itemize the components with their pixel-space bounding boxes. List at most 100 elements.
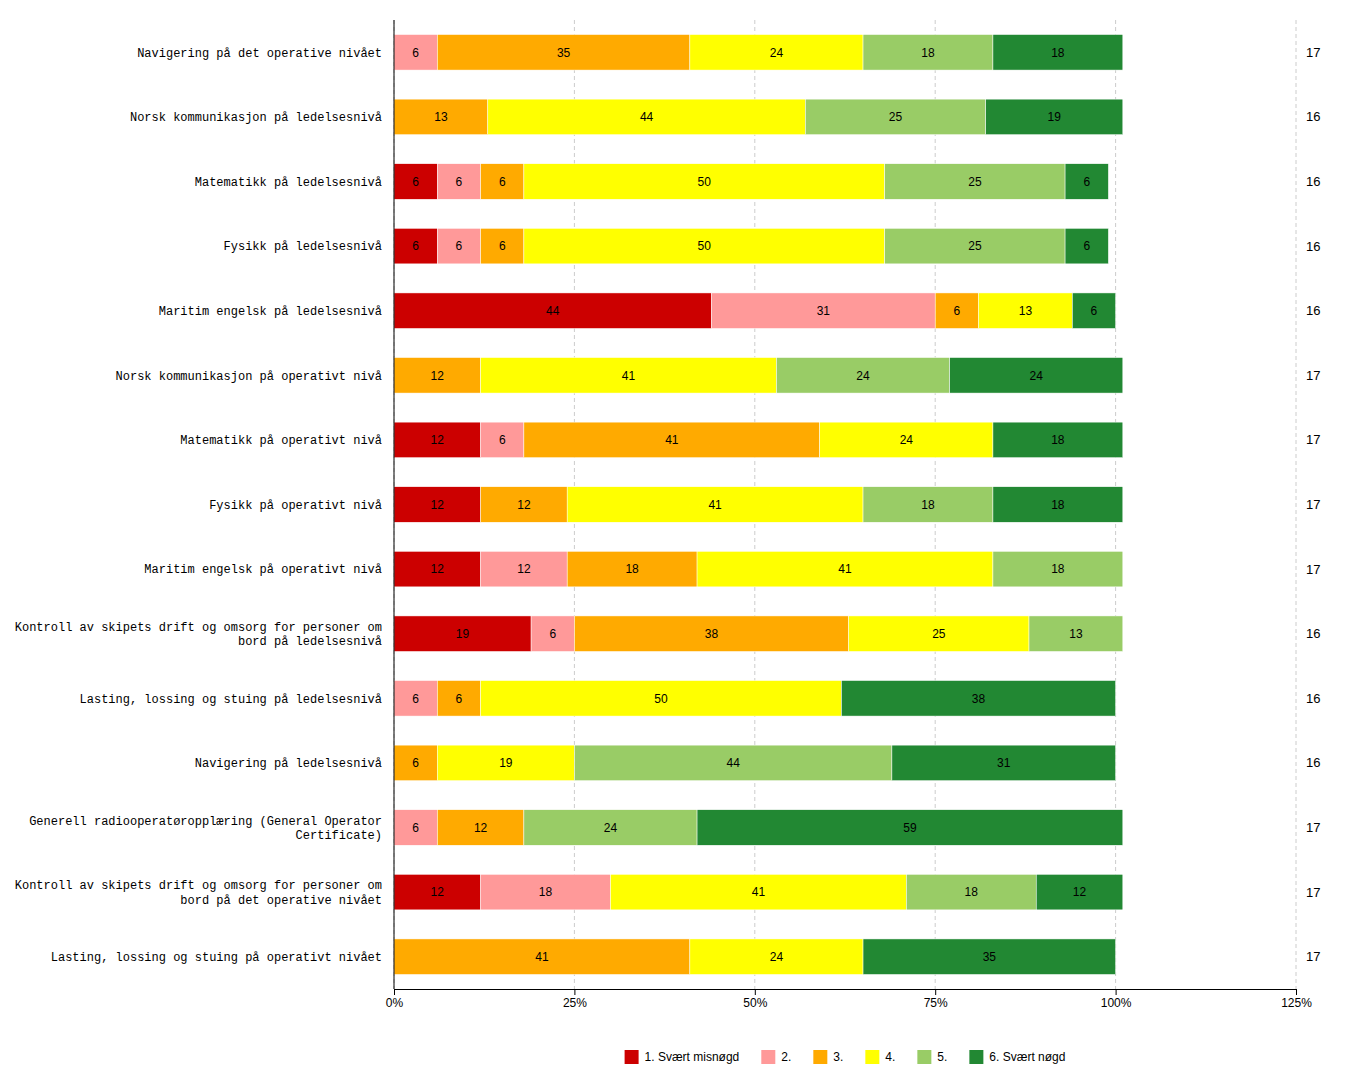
bar (690, 35, 863, 71)
bar (697, 551, 993, 587)
bar (437, 228, 480, 264)
data-label: 6 (1091, 304, 1098, 318)
bar (712, 293, 936, 329)
legend-label: 5. (937, 1050, 947, 1064)
data-label: 24 (770, 950, 784, 964)
data-label: 44 (726, 756, 740, 770)
bar (993, 551, 1123, 587)
data-label: 19 (499, 756, 513, 770)
bar (863, 487, 993, 523)
data-label: 6 (549, 627, 556, 641)
legend-swatch (917, 1050, 931, 1064)
data-label: 25 (932, 627, 946, 641)
bar (481, 422, 524, 458)
x-tick-label: 75% (924, 996, 948, 1010)
category-label-line: Norsk kommunikasjon på operativt nivå (116, 370, 382, 384)
bar (567, 551, 697, 587)
data-label: 59 (903, 821, 917, 835)
bar (863, 35, 993, 71)
legend-swatch (761, 1050, 775, 1064)
x-axis: 0% 25% 50% 75% 100% 125% (386, 989, 1312, 1010)
x-tick: 25% (563, 989, 587, 1010)
bar (610, 874, 906, 910)
data-label: 41 (535, 950, 549, 964)
n-value: 16 (1306, 109, 1320, 124)
bar (892, 745, 1116, 781)
bar (481, 164, 524, 200)
x-tick-label: 0% (386, 996, 404, 1010)
data-label: 18 (1051, 498, 1065, 512)
data-label: 12 (431, 433, 445, 447)
n-value: 16 (1306, 691, 1320, 706)
data-label: 41 (838, 562, 852, 576)
n-value: 17 (1306, 432, 1320, 447)
category-label-line: Generell radiooperatøropplæring (General… (29, 815, 382, 829)
legend-label: 2. (781, 1050, 791, 1064)
bar (950, 358, 1123, 394)
category-label-line: Certificate) (296, 829, 382, 843)
n-value: 17 (1306, 885, 1320, 900)
data-label: 6 (499, 239, 506, 253)
bar (863, 939, 1116, 975)
category-label-line: bord på det operative nivået (180, 894, 382, 908)
category-label: Norsk kommunikasjon på ledelsesnivå (130, 111, 382, 125)
bar (935, 293, 978, 329)
data-label: 41 (752, 885, 766, 899)
data-label: 6 (456, 175, 463, 189)
bar (394, 874, 481, 910)
bar (1065, 164, 1108, 200)
x-tick: 125% (1281, 989, 1312, 1010)
data-label: 18 (921, 46, 935, 60)
data-label: 19 (456, 627, 470, 641)
bar (978, 293, 1072, 329)
category-label: Matematikk på operativt nivå (180, 434, 382, 448)
bar (524, 422, 820, 458)
data-label: 25 (968, 175, 982, 189)
n-value: 17 (1306, 45, 1320, 60)
data-label: 6 (456, 692, 463, 706)
category-label: Matematikk på ledelsesnivå (195, 176, 382, 190)
bar (394, 939, 690, 975)
y-axis-line (394, 20, 395, 989)
x-tick: 50% (743, 989, 767, 1010)
bar (690, 939, 863, 975)
category-label-line: Maritim engelsk på operativt nivå (144, 563, 382, 577)
data-label: 18 (625, 562, 639, 576)
legend-item: 6. Svært nøgd (969, 1050, 1065, 1064)
bar (524, 164, 885, 200)
data-label: 18 (1051, 433, 1065, 447)
x-tick-label: 125% (1281, 996, 1312, 1010)
data-label: 41 (622, 369, 636, 383)
data-label: 44 (546, 304, 560, 318)
data-label: 12 (431, 562, 445, 576)
data-label: 6 (412, 692, 419, 706)
data-label: 25 (889, 110, 903, 124)
bar (394, 228, 437, 264)
bar (394, 293, 712, 329)
data-label: 13 (434, 110, 448, 124)
n-value: 16 (1306, 174, 1320, 189)
data-label: 38 (705, 627, 719, 641)
category-label: Norsk kommunikasjon på operativt nivå (116, 370, 382, 384)
x-tick-label: 100% (1101, 996, 1132, 1010)
n-value: 16 (1306, 755, 1320, 770)
legend-label: 3. (833, 1050, 843, 1064)
bar (437, 164, 480, 200)
data-label: 6 (412, 175, 419, 189)
category-label-line: Fysikk på operativt nivå (209, 499, 382, 513)
data-label: 6 (954, 304, 961, 318)
bar (885, 228, 1065, 264)
legend-item: 2. (761, 1050, 791, 1064)
n-value: 17 (1306, 562, 1320, 577)
category-label: Maritim engelsk på ledelsesnivå (159, 305, 382, 319)
category-label-line: Matematikk på operativt nivå (180, 434, 382, 448)
bar (394, 551, 481, 587)
bar (481, 358, 777, 394)
bar (849, 616, 1029, 652)
data-label: 31 (817, 304, 831, 318)
data-label: 12 (431, 369, 445, 383)
bar (1036, 874, 1123, 910)
category-label: Fysikk på ledelsesnivå (224, 240, 382, 254)
data-label: 44 (640, 110, 654, 124)
bar (394, 35, 437, 71)
